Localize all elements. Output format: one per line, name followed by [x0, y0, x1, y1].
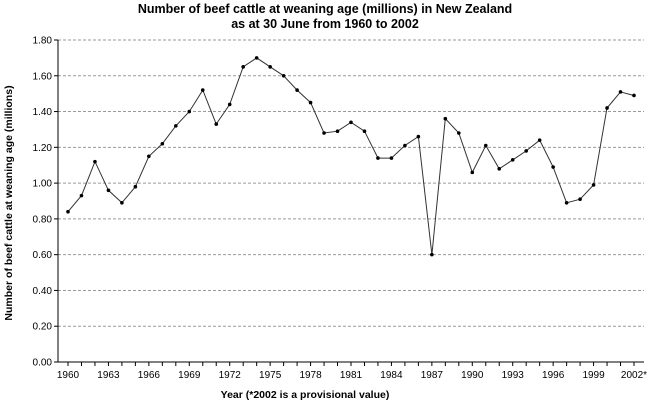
data-point: [133, 184, 138, 189]
x-tick-label: 2002*: [621, 370, 647, 381]
y-tick-label: 1.60: [33, 71, 53, 82]
x-tick-label: 1960: [57, 370, 80, 381]
data-point: [335, 129, 340, 134]
x-tick-label: 1996: [542, 370, 565, 381]
data-point: [578, 197, 582, 202]
data-point: [66, 209, 70, 214]
data-point: [120, 200, 124, 205]
data-point: [214, 122, 219, 126]
x-axis-label: Year (*2002 is a provisional value): [221, 389, 390, 401]
data-point: [174, 124, 178, 128]
x-tick-label: 1990: [461, 370, 484, 381]
data-point: [470, 170, 475, 175]
data-point: [510, 158, 515, 162]
data-point: [241, 65, 245, 69]
y-tick-label: 1.80: [33, 36, 53, 47]
chart-subtitle: as at 30 June from 1960 to 2002: [231, 17, 419, 31]
x-tick-label: 1969: [178, 370, 201, 381]
x-tick-label: 1984: [380, 370, 403, 381]
data-point: [187, 109, 192, 114]
data-point: [632, 93, 636, 98]
data-point: [524, 149, 528, 153]
data-point: [322, 131, 326, 135]
y-tick-label: 0.00: [33, 358, 53, 369]
data-point: [537, 138, 542, 142]
y-tick-label: 0.40: [33, 286, 53, 297]
data-point: [416, 134, 421, 139]
data-point: [295, 88, 299, 92]
data-point: [349, 120, 353, 125]
data-point: [281, 73, 286, 78]
chart-title: Number of beef cattle at weaning age (mi…: [137, 2, 513, 16]
y-tick-label: 0.80: [33, 214, 53, 225]
x-axis-ticks: 1960 1963 1966 1969 1972 1975 1978 1981 1984 1987…: [57, 362, 647, 381]
data-point: [551, 165, 555, 169]
x-tick-label: 1972: [219, 370, 242, 381]
series-line: [67, 57, 635, 255]
data-point: [457, 131, 461, 135]
data-point: [564, 200, 569, 205]
data-point: [591, 183, 596, 187]
data-point: [618, 90, 623, 94]
data-point: [443, 116, 448, 121]
y-tick-label: 1.00: [33, 179, 53, 190]
data-point: [376, 156, 380, 160]
x-tick-label: 1975: [259, 370, 282, 381]
x-tick-label: 1993: [502, 370, 525, 381]
data-points: [66, 56, 636, 257]
gridlines: [58, 39, 644, 327]
x-tick-label: 1978: [299, 370, 322, 381]
y-tick-label: 1.20: [33, 143, 53, 154]
data-point: [227, 102, 232, 107]
y-tick-label: 0.60: [33, 250, 53, 261]
y-tick-label: 1.40: [33, 107, 53, 118]
x-tick-label: 1981: [340, 370, 363, 381]
y-axis-ticks: 0.00 0.20 0.40 0.60 0.80 1.00 1.20 1.40 1.60 1.80: [33, 36, 58, 369]
data-point: [93, 159, 97, 164]
y-axis-label: Number of beef cattle at weaning age (mi…: [3, 85, 15, 320]
data-point: [403, 143, 407, 148]
data-point: [497, 167, 502, 171]
data-point: [254, 56, 259, 60]
x-tick-label: 1963: [97, 370, 120, 381]
data-point: [200, 88, 205, 92]
data-point: [106, 188, 111, 193]
x-tick-label: 1999: [582, 370, 605, 381]
data-point: [79, 193, 84, 198]
y-tick-label: 0.20: [33, 322, 53, 333]
data-point: [160, 141, 165, 146]
data-point: [483, 143, 488, 148]
data-point: [430, 252, 434, 257]
x-tick-label: 1987: [421, 370, 444, 381]
data-point: [308, 100, 313, 105]
data-point: [268, 65, 272, 69]
data-point: [605, 106, 609, 110]
data-point: [147, 154, 151, 159]
x-tick-label: 1966: [138, 370, 161, 381]
data-point: [362, 129, 367, 134]
data-point: [389, 156, 394, 160]
